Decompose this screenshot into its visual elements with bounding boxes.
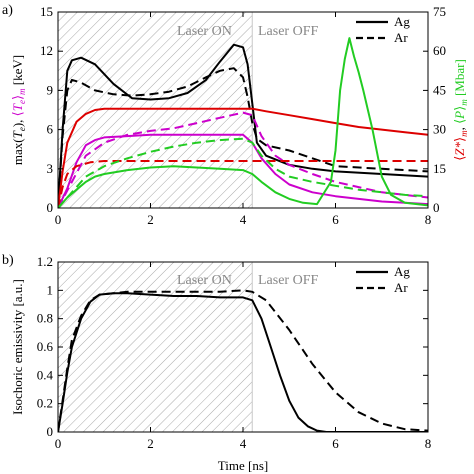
ytick-label: 0.8: [37, 311, 53, 326]
panel-b-label: b): [2, 253, 14, 268]
ytick-label-right: 75: [433, 4, 446, 19]
laser-on-label-a: Laser ON: [177, 24, 232, 39]
series-line-a-zm-ar-dashed: [58, 160, 428, 208]
xtick-label: 4: [240, 436, 247, 451]
laser-on-region-b: [58, 262, 253, 432]
laser-on-label-b: Laser ON: [177, 273, 232, 288]
panel-b: 0 2 4 6 8 0 0.2 0.4 0.6 0.8 1 1.2 b) Laser ON Laser…: [2, 253, 431, 473]
ytick-label: 9: [47, 82, 54, 97]
xtick-label: 2: [147, 436, 154, 451]
xlabel-b: Time [ns]: [218, 458, 268, 473]
laser-on-region-a: [58, 12, 253, 208]
ytick-label: 12: [40, 43, 53, 58]
ytick-label: 6: [47, 122, 54, 137]
xtick-label: 8: [425, 436, 432, 451]
series-line-a-tem-ag-solid: [58, 133, 428, 208]
ytick-label-right: 30: [433, 122, 446, 137]
panel-a-label: a): [2, 3, 13, 18]
legend-a: Ag Ar: [356, 14, 410, 45]
series-line-a-zm-ag-solid: [58, 107, 428, 208]
xtick-label: 6: [332, 212, 339, 227]
panel-b-ticks: 0 2 4 6 8 0 0.2 0.4 0.6 0.8 1 1.2: [37, 254, 432, 451]
series-line-b-ar-dashed: [58, 289, 428, 432]
series-line-b-ag-solid: [58, 292, 428, 432]
ytick-label: 1: [47, 282, 54, 297]
ytick-label: 3: [47, 161, 54, 176]
legend-b: Ag Ar: [356, 264, 410, 295]
xtick-label: 0: [55, 436, 62, 451]
laser-off-label-a: Laser OFF: [258, 24, 318, 39]
legend-a-ar: Ar: [394, 30, 408, 45]
panel-a-series: [58, 12, 428, 208]
ytick-label: 0.6: [37, 339, 54, 354]
ytick-label-right: 15: [433, 161, 446, 176]
ytick-label: 0: [47, 424, 54, 439]
xtick-label: 2: [147, 212, 154, 227]
ytick-label-right: 0: [433, 200, 440, 215]
ytick-label: 1.2: [37, 254, 53, 269]
ylabel-left-a: max(Te), ⟨Te⟩m [keV]: [10, 55, 27, 165]
xtick-label: 4: [240, 212, 247, 227]
ylabel-b: Isochoric emissivity [a.u.]: [10, 279, 25, 415]
ytick-label: 0: [47, 200, 54, 215]
series-line-a-pm-ar-dashed: [58, 137, 428, 208]
series-line-a-pm-ag-solid: [58, 37, 428, 208]
legend-b-ar: Ar: [394, 280, 408, 295]
series-line-a-maxte-ar-dashed: [58, 67, 428, 208]
ytick-label: 0.4: [37, 367, 54, 382]
ytick-label-right: 60: [433, 43, 446, 58]
ylabel-right-a: ⟨Z*⟩m, ⟨P⟩m [Mbar]: [452, 59, 469, 161]
xtick-label: 8: [425, 212, 432, 227]
legend-b-ag: Ag: [394, 264, 410, 279]
xtick-label: 0: [55, 212, 62, 227]
laser-off-label-b: Laser OFF: [258, 273, 318, 288]
ytick-label: 15: [40, 4, 53, 19]
panel-b-series: [58, 262, 428, 432]
series-line-a-tem-ar-dashed: [58, 111, 428, 208]
ytick-label-right: 45: [433, 82, 446, 97]
ytick-label: 0.2: [37, 396, 53, 411]
xtick-label: 6: [332, 436, 339, 451]
legend-a-ag: Ag: [394, 14, 410, 29]
